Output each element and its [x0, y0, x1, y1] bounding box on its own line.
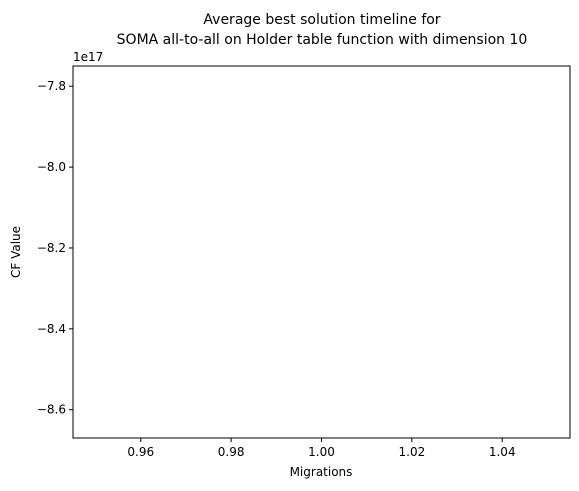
x-tick-label: 0.96 [127, 445, 154, 459]
x-tick-label: 1.02 [399, 445, 426, 459]
y-tick-label: −8.0 [37, 160, 66, 174]
y-tick-label: −8.4 [37, 322, 66, 336]
y-axis-label: CF Value [9, 226, 23, 278]
x-tick-label: 1.04 [489, 445, 516, 459]
x-tick-label: 0.98 [218, 445, 245, 459]
chart-title-line2: SOMA all-to-all on Holder table function… [117, 32, 528, 48]
x-tick-label: 1.00 [308, 445, 335, 459]
y-tick-label: −8.6 [37, 403, 66, 417]
y-axis: −7.8 −8.0 −8.2 −8.4 −8.6 [37, 79, 73, 417]
y-tick-label: −7.8 [37, 79, 66, 93]
y-tick-label: −8.2 [37, 241, 66, 255]
y-offset-label: 1e17 [73, 50, 103, 64]
chart-title-line1: Average best solution timeline for [203, 12, 440, 28]
x-axis: 0.96 0.98 1.00 1.02 1.04 [127, 438, 516, 459]
x-axis-label: Migrations [290, 465, 353, 479]
